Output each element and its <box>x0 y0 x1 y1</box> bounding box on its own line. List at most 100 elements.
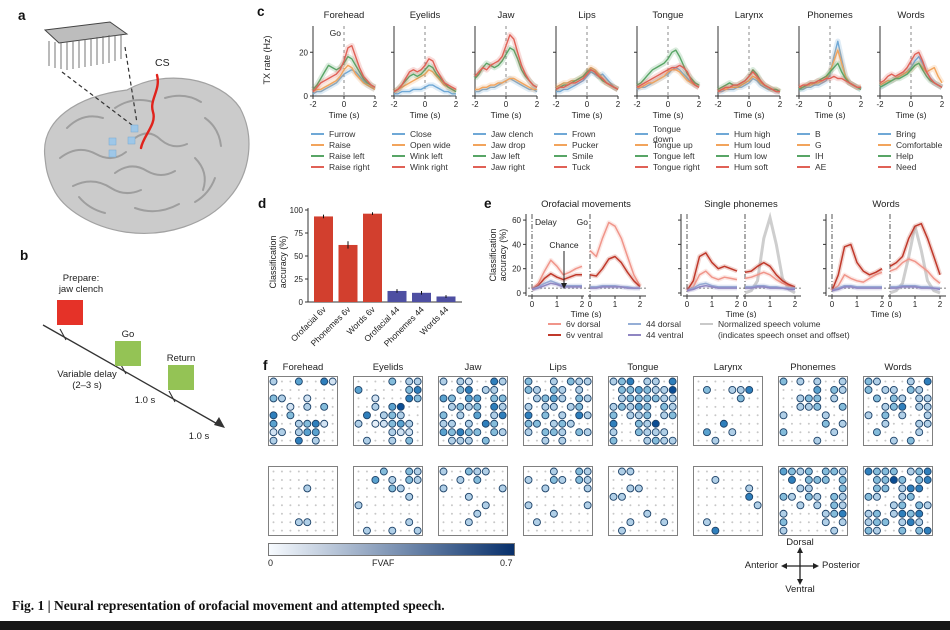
electrode-dot <box>898 475 907 484</box>
legend-swatch-icon <box>548 322 561 325</box>
inactive-dot <box>374 487 377 490</box>
electrode-dot <box>549 467 558 476</box>
inactive-dot <box>535 512 538 515</box>
electrode-dot <box>915 467 924 476</box>
series-line <box>312 64 376 93</box>
inactive-dot <box>450 388 453 391</box>
electrode-dot <box>558 428 567 437</box>
inactive-dot <box>892 495 895 498</box>
electrode-dot <box>498 402 507 411</box>
tx-subplot-larynx: Larynx -2 0 2 Time (s) Hum high Hum loud Hum lo… <box>702 8 783 172</box>
panel-b-label: b <box>20 248 29 263</box>
electrode-dot <box>881 402 890 411</box>
inactive-dot <box>705 380 708 383</box>
inactive-dot <box>272 405 275 408</box>
x-axis-label: Time (s) <box>329 110 360 120</box>
inactive-dot <box>297 470 300 473</box>
series-line <box>745 284 795 289</box>
inactive-dot <box>705 397 708 400</box>
inactive-dot <box>714 521 717 524</box>
electrode-dot <box>456 436 465 445</box>
legend-swatch-icon <box>878 165 891 168</box>
inactive-dot <box>501 388 504 391</box>
series-line <box>831 286 882 292</box>
electrode-dot <box>906 509 915 518</box>
inactive-dot <box>748 439 751 442</box>
inactive-dot <box>365 470 368 473</box>
inactive-dot <box>841 439 844 442</box>
electrode-dot <box>719 419 728 428</box>
legend-item: Jaw left <box>473 150 533 161</box>
subplot-title: Forehead <box>324 10 365 21</box>
electrode-dot <box>881 518 890 527</box>
inactive-dot <box>493 504 496 507</box>
inactive-dot <box>629 478 632 481</box>
inactive-dot <box>306 388 309 391</box>
inactive-dot <box>799 529 802 532</box>
inactive-dot <box>586 529 589 532</box>
electrode-dot <box>277 394 286 403</box>
inactive-dot <box>408 414 411 417</box>
inactive-dot <box>306 470 309 473</box>
inactive-dot <box>637 470 640 473</box>
electrode-dot <box>711 526 720 535</box>
legend-swatch-icon <box>635 143 648 146</box>
brain-sulci <box>59 94 222 214</box>
inactive-dot <box>399 397 402 400</box>
inactive-dot <box>926 521 929 524</box>
inactive-dot <box>467 478 470 481</box>
inactive-dot <box>289 521 292 524</box>
subplot-legend: Hum high Hum loud Hum low Hum soft <box>716 128 770 172</box>
inactive-dot <box>807 422 810 425</box>
inactive-dot <box>280 388 283 391</box>
x-tick-label: -2 <box>309 100 317 109</box>
fvaf-grid-dorsal-lips <box>523 376 593 446</box>
inactive-dot <box>612 397 615 400</box>
electrode-dot <box>371 394 380 403</box>
electrode-dot <box>923 475 932 484</box>
inactive-dot <box>450 414 453 417</box>
inactive-dot <box>671 431 674 434</box>
x-tick-label: 1 <box>613 300 618 309</box>
inactive-dot <box>671 512 674 515</box>
inactive-dot <box>841 431 844 434</box>
inactive-dot <box>297 478 300 481</box>
electrode-dot <box>634 394 643 403</box>
inactive-dot <box>289 512 292 515</box>
inactive-dot <box>824 431 827 434</box>
grid-column-title: Tongue <box>627 362 659 373</box>
inactive-dot <box>357 470 360 473</box>
inactive-dot <box>467 504 470 507</box>
bar-words-44 <box>436 296 456 302</box>
y-tick-label: 20 <box>299 48 308 57</box>
electrode-dot <box>541 484 550 493</box>
tx-subplot-svg: Eyelids -2 0 2 Time (s) <box>390 10 458 120</box>
subplot-legend: Tongue down Tongue up Tongue left Tongue ri… <box>635 124 702 172</box>
inactive-dot <box>365 521 368 524</box>
electrode-dot <box>354 501 363 510</box>
inactive-dot <box>569 439 572 442</box>
inactive-dot <box>714 414 717 417</box>
electrode-dot <box>643 428 652 437</box>
inactive-dot <box>331 504 334 507</box>
x-tick-label: 0 <box>685 300 690 309</box>
inactive-dot <box>697 512 700 515</box>
inactive-dot <box>459 495 462 498</box>
electrode-dot <box>813 475 822 484</box>
series-line <box>312 45 376 93</box>
electrode-dot <box>728 385 737 394</box>
inactive-dot <box>476 521 479 524</box>
inactive-dot <box>569 512 572 515</box>
inactive-dot <box>527 529 530 532</box>
electrode-dot <box>396 484 405 493</box>
electrode-dot <box>668 411 677 420</box>
inactive-dot <box>459 470 462 473</box>
inactive-dot <box>306 439 309 442</box>
inactive-dot <box>476 388 479 391</box>
electrode-dot <box>524 419 533 428</box>
inactive-dot <box>909 529 912 532</box>
panel-a-label: a <box>18 8 26 23</box>
inactive-dot <box>637 504 640 507</box>
inactive-dot <box>280 521 283 524</box>
